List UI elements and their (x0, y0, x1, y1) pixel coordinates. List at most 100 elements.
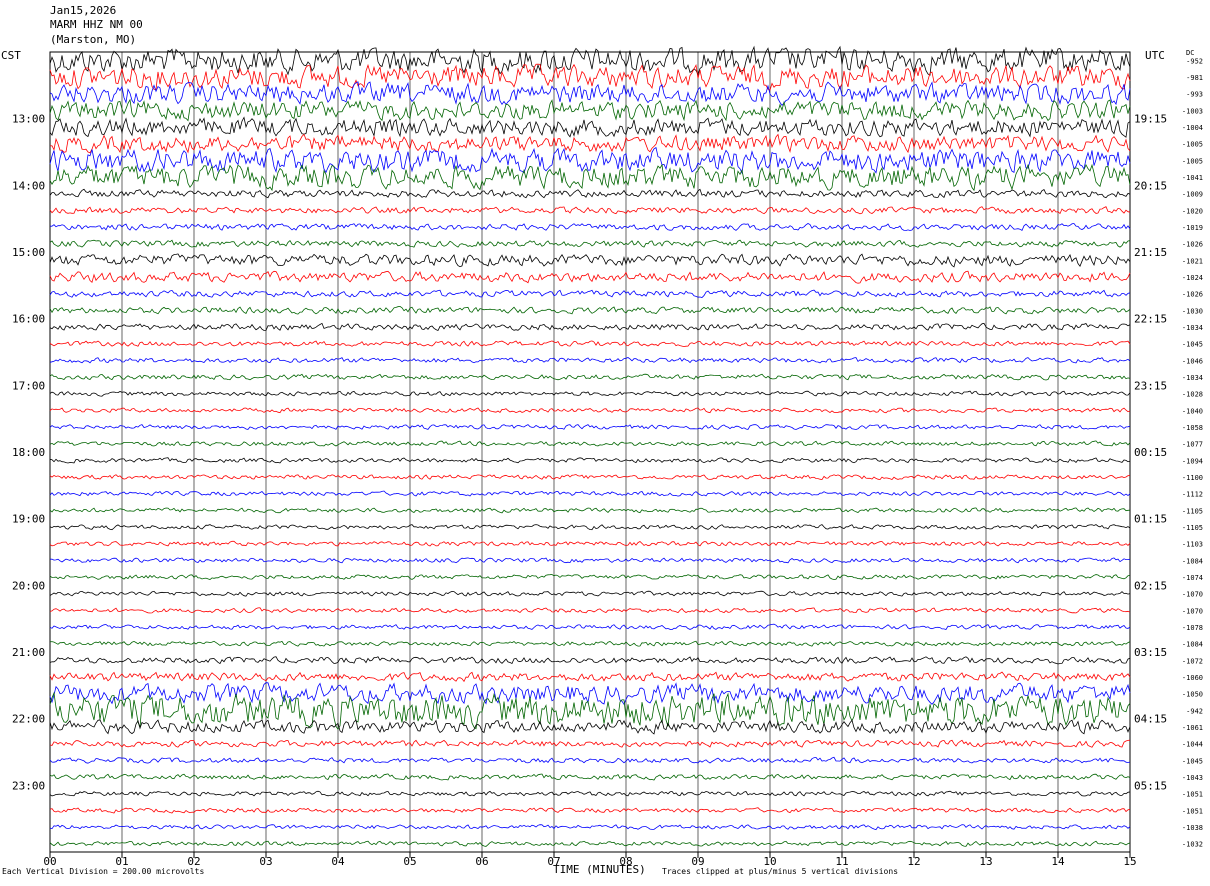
trace-line (49, 81, 1131, 106)
x-axis-label: TIME (MINUTES) (553, 863, 646, 876)
trace-line (50, 223, 1131, 231)
dc-offset-label: -1084 (1182, 557, 1203, 565)
scale-note: Each Vertical Division = 200.00 microvol… (2, 867, 205, 876)
x-tick-label: 05 (403, 855, 416, 868)
trace-line (49, 45, 1131, 76)
trace-line (49, 557, 1131, 564)
x-tick-label: 09 (691, 855, 704, 868)
trace-line (49, 607, 1131, 614)
dc-offset-label: -1026 (1182, 291, 1203, 299)
trace-line (49, 739, 1131, 748)
dc-offset-label: -1050 (1182, 691, 1203, 699)
x-tick-label: 04 (331, 855, 345, 868)
trace-line (49, 340, 1131, 348)
station-location: (Marston, MO) (50, 33, 137, 46)
dc-offset-label: -1040 (1182, 407, 1203, 415)
dc-offset-label: -1004 (1182, 124, 1203, 132)
dc-offset-label: -1077 (1182, 441, 1203, 449)
trace-layer (49, 45, 1131, 847)
x-tick-label: 00 (43, 855, 56, 868)
trace-line (49, 146, 1131, 175)
left-hour-label: 15:00 (12, 246, 45, 259)
dc-offset-label: -1045 (1182, 757, 1203, 765)
x-tick-label: 06 (475, 855, 488, 868)
trace-line (49, 98, 1131, 122)
dc-offset-label: -1009 (1182, 191, 1203, 199)
trace-line (49, 524, 1131, 531)
trace-line (49, 807, 1131, 814)
trace-line (49, 507, 1131, 514)
right-hour-label: 02:15 (1134, 579, 1167, 592)
dc-offset-label: -1051 (1182, 807, 1203, 815)
x-tick-label: 02 (187, 855, 200, 868)
left-hour-label: 16:00 (12, 313, 45, 326)
right-hour-label: 05:15 (1134, 779, 1167, 792)
trace-line (49, 305, 1131, 315)
dc-offset-label: -1074 (1182, 574, 1203, 582)
trace-line (49, 840, 1131, 847)
dc-offset-label: -1024 (1182, 274, 1203, 282)
trace-line (49, 640, 1131, 647)
dc-offset-label: -1044 (1182, 741, 1203, 749)
clip-note: Traces clipped at plus/minus 5 vertical … (662, 867, 899, 876)
trace-line (49, 63, 1131, 91)
x-tick-label: 03 (259, 855, 272, 868)
left-hour-label: 17:00 (12, 379, 45, 392)
dc-offset-label: -1084 (1182, 641, 1203, 649)
trace-line (49, 163, 1131, 192)
trace-line (49, 133, 1131, 154)
trace-line (49, 116, 1131, 138)
trace-line (49, 390, 1131, 397)
dc-offset-label: -1070 (1182, 591, 1203, 599)
right-hour-label: 19:15 (1134, 113, 1167, 126)
dc-offset-label: -1019 (1182, 224, 1203, 232)
x-tick-label: 08 (619, 855, 632, 868)
dc-offset-label: -981 (1186, 74, 1203, 82)
trace-line (49, 773, 1131, 781)
trace-line (49, 206, 1131, 215)
x-tick-label: 12 (907, 855, 920, 868)
x-tick-label: 11 (835, 855, 848, 868)
plot-frame (49, 51, 1131, 853)
trace-line (49, 373, 1131, 381)
dc-offset-label: -1105 (1182, 507, 1203, 515)
label-layer: 00 01 02 03 04 05 06 07 08 09 10 11 12 13 14 15 -952 -981… (12, 57, 1203, 868)
dc-offset-label: -942 (1186, 707, 1203, 715)
trace-line (49, 824, 1131, 831)
dc-offset-label: -1105 (1182, 524, 1203, 532)
left-hour-label: 14:00 (12, 179, 45, 192)
trace-line (49, 719, 1131, 735)
dc-offset-label: -1060 (1182, 674, 1203, 682)
dc-offset-label: -1005 (1182, 141, 1203, 149)
dc-offset-label: -1051 (1182, 791, 1203, 799)
trace-line (49, 756, 1131, 764)
trace-line (49, 322, 1131, 332)
right-hour-label: 04:15 (1134, 713, 1167, 726)
left-hour-label: 21:00 (12, 646, 45, 659)
dc-offset-label: -1026 (1182, 241, 1203, 249)
left-hour-label: 19:00 (12, 513, 45, 526)
right-hour-label: 00:15 (1134, 446, 1167, 459)
right-hour-label: 03:15 (1134, 646, 1167, 659)
dc-offset-label: -1038 (1182, 824, 1203, 832)
x-tick-label: 15 (1123, 855, 1136, 868)
right-hour-label: 21:15 (1134, 246, 1167, 259)
left-hour-label: 18:00 (12, 446, 45, 459)
trace-line (49, 474, 1131, 481)
dc-offset-label: -1100 (1182, 474, 1203, 482)
x-tick-label: 01 (115, 855, 128, 868)
dc-offset-label: -952 (1186, 57, 1203, 65)
plot-date: Jan15,2026 (50, 4, 117, 17)
dc-offset-label: -1078 (1182, 624, 1203, 632)
trace-line (49, 590, 1131, 597)
trace-line (49, 424, 1131, 430)
dc-offset-label: -1034 (1182, 374, 1203, 382)
dc-offset-label: -1072 (1182, 657, 1203, 665)
right-hour-label: 01:15 (1134, 513, 1167, 526)
dc-offset-label: -1005 (1182, 157, 1203, 165)
trace-line (49, 440, 1131, 447)
x-tick-label: 07 (547, 855, 560, 868)
left-hour-label: 23:00 (12, 779, 45, 792)
dc-offset-label: -1103 (1182, 541, 1203, 549)
